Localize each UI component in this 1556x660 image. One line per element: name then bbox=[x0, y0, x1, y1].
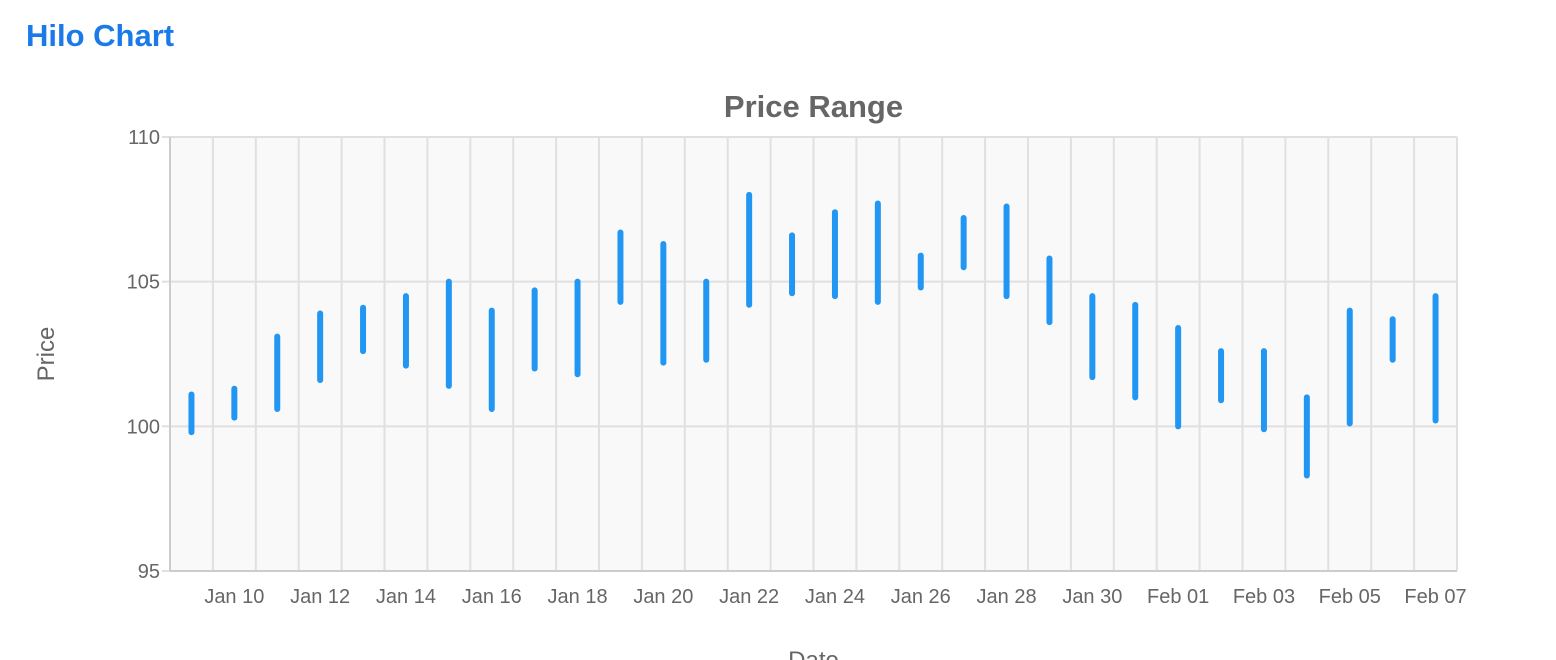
y-tick-label: 95 bbox=[138, 561, 160, 583]
x-tick-labels: Jan 10 Jan 12 Jan 14 Jan 16 Jan 18 Jan 20 Jan … bbox=[204, 586, 1466, 608]
x-tick-label: Jan 24 bbox=[805, 586, 865, 608]
y-tick-labels: 95 100 105 110 bbox=[127, 127, 160, 583]
y-tick-label: 100 bbox=[127, 416, 160, 438]
x-tick-label: Jan 10 bbox=[204, 586, 264, 608]
x-gridlines bbox=[169, 137, 1458, 571]
y-tick-label: 110 bbox=[128, 127, 160, 149]
x-tick-label: Jan 26 bbox=[891, 586, 951, 608]
x-tick-label: Jan 14 bbox=[376, 586, 436, 608]
x-tick-label: Feb 05 bbox=[1319, 586, 1381, 608]
y-tick-label: 105 bbox=[127, 272, 160, 294]
x-tick-label: Jan 22 bbox=[719, 586, 779, 608]
x-tick-label: Jan 20 bbox=[633, 586, 693, 608]
x-tick-label: Jan 16 bbox=[462, 586, 522, 608]
hilo-bars bbox=[188, 191, 1439, 479]
x-tick-label: Jan 12 bbox=[290, 586, 350, 608]
chart-title: Price Range bbox=[724, 89, 903, 124]
page-title: Hilo Chart bbox=[26, 18, 175, 53]
x-axis-label: Date bbox=[788, 647, 839, 660]
x-tick-label: Feb 07 bbox=[1404, 586, 1466, 608]
y-axis-label: Price bbox=[33, 327, 60, 382]
axes bbox=[169, 137, 1457, 572]
x-tick-label: Feb 03 bbox=[1233, 586, 1295, 608]
x-tick-label: Jan 30 bbox=[1062, 586, 1122, 608]
x-tick-label: Jan 18 bbox=[548, 586, 608, 608]
x-tick-label: Jan 28 bbox=[977, 586, 1037, 608]
x-tick-label: Feb 01 bbox=[1147, 586, 1209, 608]
